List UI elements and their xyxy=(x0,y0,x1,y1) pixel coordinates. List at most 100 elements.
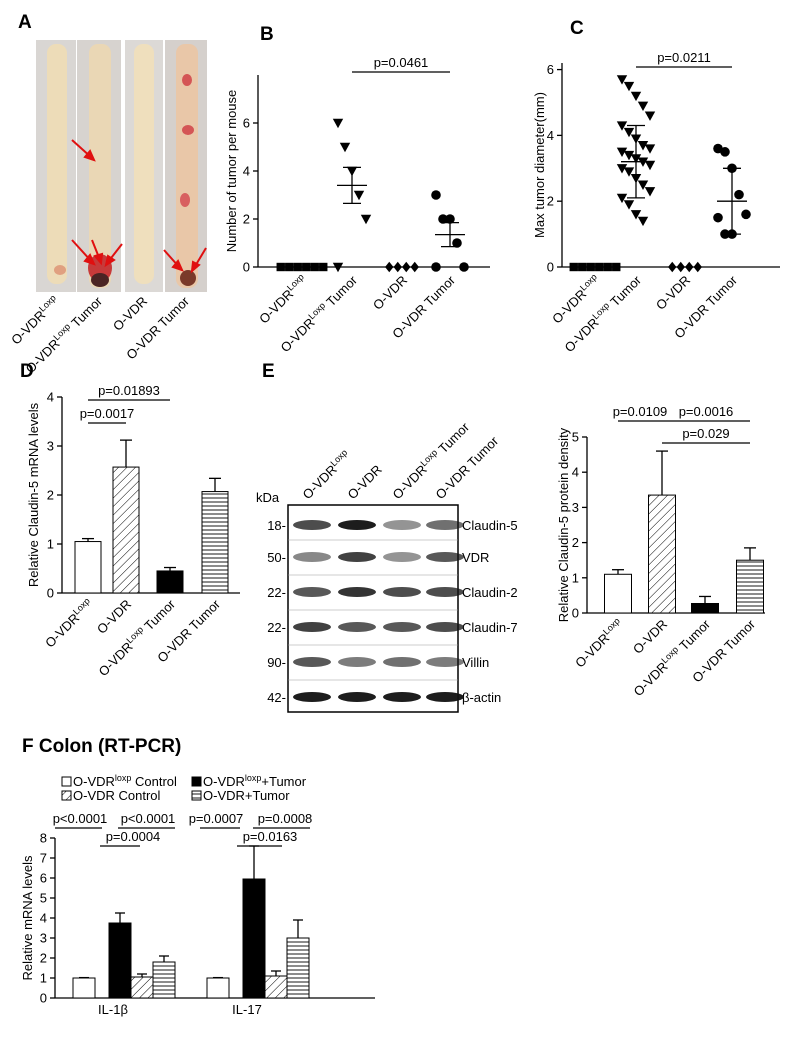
x-tick-label: O-VDRLoxp xyxy=(41,596,96,651)
x-tick-label-part: Tumor xyxy=(153,293,193,333)
point xyxy=(741,209,751,220)
x-tick-label-part: O-VDR xyxy=(671,301,711,341)
point xyxy=(319,262,328,272)
y-tick-label: 2 xyxy=(40,951,47,966)
x-tick-label: O-VDRLoxp Tumor xyxy=(561,271,645,355)
x-tick-label-part: O-VDR xyxy=(94,597,134,637)
x-tick-label-part: Tumor xyxy=(701,272,741,312)
point xyxy=(332,118,344,129)
blot-band xyxy=(426,587,464,597)
x-tick-label-part: O-VDR xyxy=(8,307,48,347)
legend-label: O-VDR+Tumor xyxy=(203,788,290,803)
lane-label-part: Tumor xyxy=(462,433,502,473)
point xyxy=(623,150,635,161)
point xyxy=(623,127,635,138)
blot-band xyxy=(293,692,331,702)
point xyxy=(637,141,649,151)
point xyxy=(276,262,285,272)
blot-band xyxy=(383,657,421,667)
legend-label-part: loxp xyxy=(245,773,262,783)
y-tick-label: 6 xyxy=(40,871,47,886)
lane-label-part: Tumor xyxy=(433,419,473,459)
bar xyxy=(691,602,719,614)
point xyxy=(644,160,656,171)
point xyxy=(623,200,635,210)
bar xyxy=(648,494,676,614)
protein-label: Claudin-7 xyxy=(462,620,518,635)
blot-band xyxy=(383,622,421,632)
point xyxy=(393,261,402,273)
lane-label-part: O-VDR xyxy=(300,462,340,502)
blot-band xyxy=(338,552,376,562)
p-value: p<0.0001 xyxy=(53,811,108,826)
x-tick-label-part: O-VDR xyxy=(154,625,194,665)
x-tick-label-part: Loxp xyxy=(285,272,306,293)
blot-band xyxy=(293,587,331,597)
blot-band xyxy=(383,520,421,530)
point xyxy=(310,262,319,272)
bar xyxy=(201,491,229,594)
point xyxy=(302,262,311,272)
point xyxy=(616,121,628,131)
point xyxy=(630,210,642,220)
y-tick-label: 4 xyxy=(243,164,250,179)
bar xyxy=(74,541,102,594)
legend-label-part: O-VDR Control xyxy=(73,788,161,803)
p-value: p<0.0001 xyxy=(121,811,176,826)
x-tick-label: O-VDRLoxp Tumor xyxy=(95,595,179,679)
point xyxy=(452,238,462,248)
blot-band xyxy=(383,552,421,562)
point xyxy=(385,261,394,273)
y-tick-label: 1 xyxy=(40,971,47,986)
bar xyxy=(604,573,632,614)
y-tick-label: 2 xyxy=(547,194,554,209)
point xyxy=(402,261,411,273)
p-value: p=0.0163 xyxy=(243,829,298,844)
point xyxy=(578,262,587,272)
legend-label: O-VDR Control xyxy=(73,788,161,803)
x-tick-label-part: O-VDR xyxy=(653,273,693,313)
point xyxy=(676,261,685,273)
x-tick-label: O-VDR xyxy=(370,273,410,313)
point xyxy=(616,193,628,204)
legend-label-part: O-VDR xyxy=(203,774,245,789)
lane-label: O-VDRLoxp Tumor xyxy=(389,418,473,502)
x-tick-label: O-VDR xyxy=(110,294,150,334)
lane-label-part: O-VDR xyxy=(433,462,473,502)
bar xyxy=(108,922,132,999)
panel-letter: E xyxy=(262,361,275,382)
point xyxy=(285,262,294,272)
x-tick-label-part: O-VDR xyxy=(549,286,589,326)
y-tick-label: 1 xyxy=(47,537,54,552)
bar xyxy=(286,937,310,999)
blot-band xyxy=(293,552,331,562)
bar xyxy=(736,559,764,614)
legend-label: O-VDRloxp+Tumor xyxy=(203,773,307,789)
x-tick-label: O-VDR xyxy=(653,273,693,313)
x-tick-label-part: O-VDR xyxy=(123,322,163,362)
point xyxy=(616,75,628,85)
panel-letter: A xyxy=(18,12,32,33)
blot-band xyxy=(426,520,464,530)
y-tick-label: 0 xyxy=(572,606,579,621)
p-value: p=0.0461 xyxy=(374,55,429,70)
y-axis-label: Relative Claudin-5 protein density xyxy=(556,427,571,622)
x-tick-label-part: O-VDR xyxy=(572,630,612,670)
x-tick-label-part: Tumor xyxy=(419,272,459,312)
protein-label: VDR xyxy=(462,550,489,565)
x-tick-label-part: O-VDR xyxy=(389,301,429,341)
lane-label-part: O-VDR xyxy=(345,462,385,502)
x-tick-label: O-VDR xyxy=(94,597,134,637)
blot-band xyxy=(338,692,376,702)
x-tick-label-part: O-VDR xyxy=(42,610,82,650)
x-tick-label-part: O-VDR xyxy=(95,639,135,679)
x-tick-label-part: Tumor xyxy=(605,272,645,312)
y-tick-label: 2 xyxy=(47,488,54,503)
x-tick-label-part: O-VDR xyxy=(256,286,296,326)
x-tick-label-part: O-VDR xyxy=(630,617,670,657)
x-tick-label-part: Tumor xyxy=(719,616,759,656)
point xyxy=(644,144,656,154)
blot-frame xyxy=(287,504,459,713)
panel-letter: B xyxy=(260,24,274,45)
p-value: p=0.0007 xyxy=(189,811,244,826)
